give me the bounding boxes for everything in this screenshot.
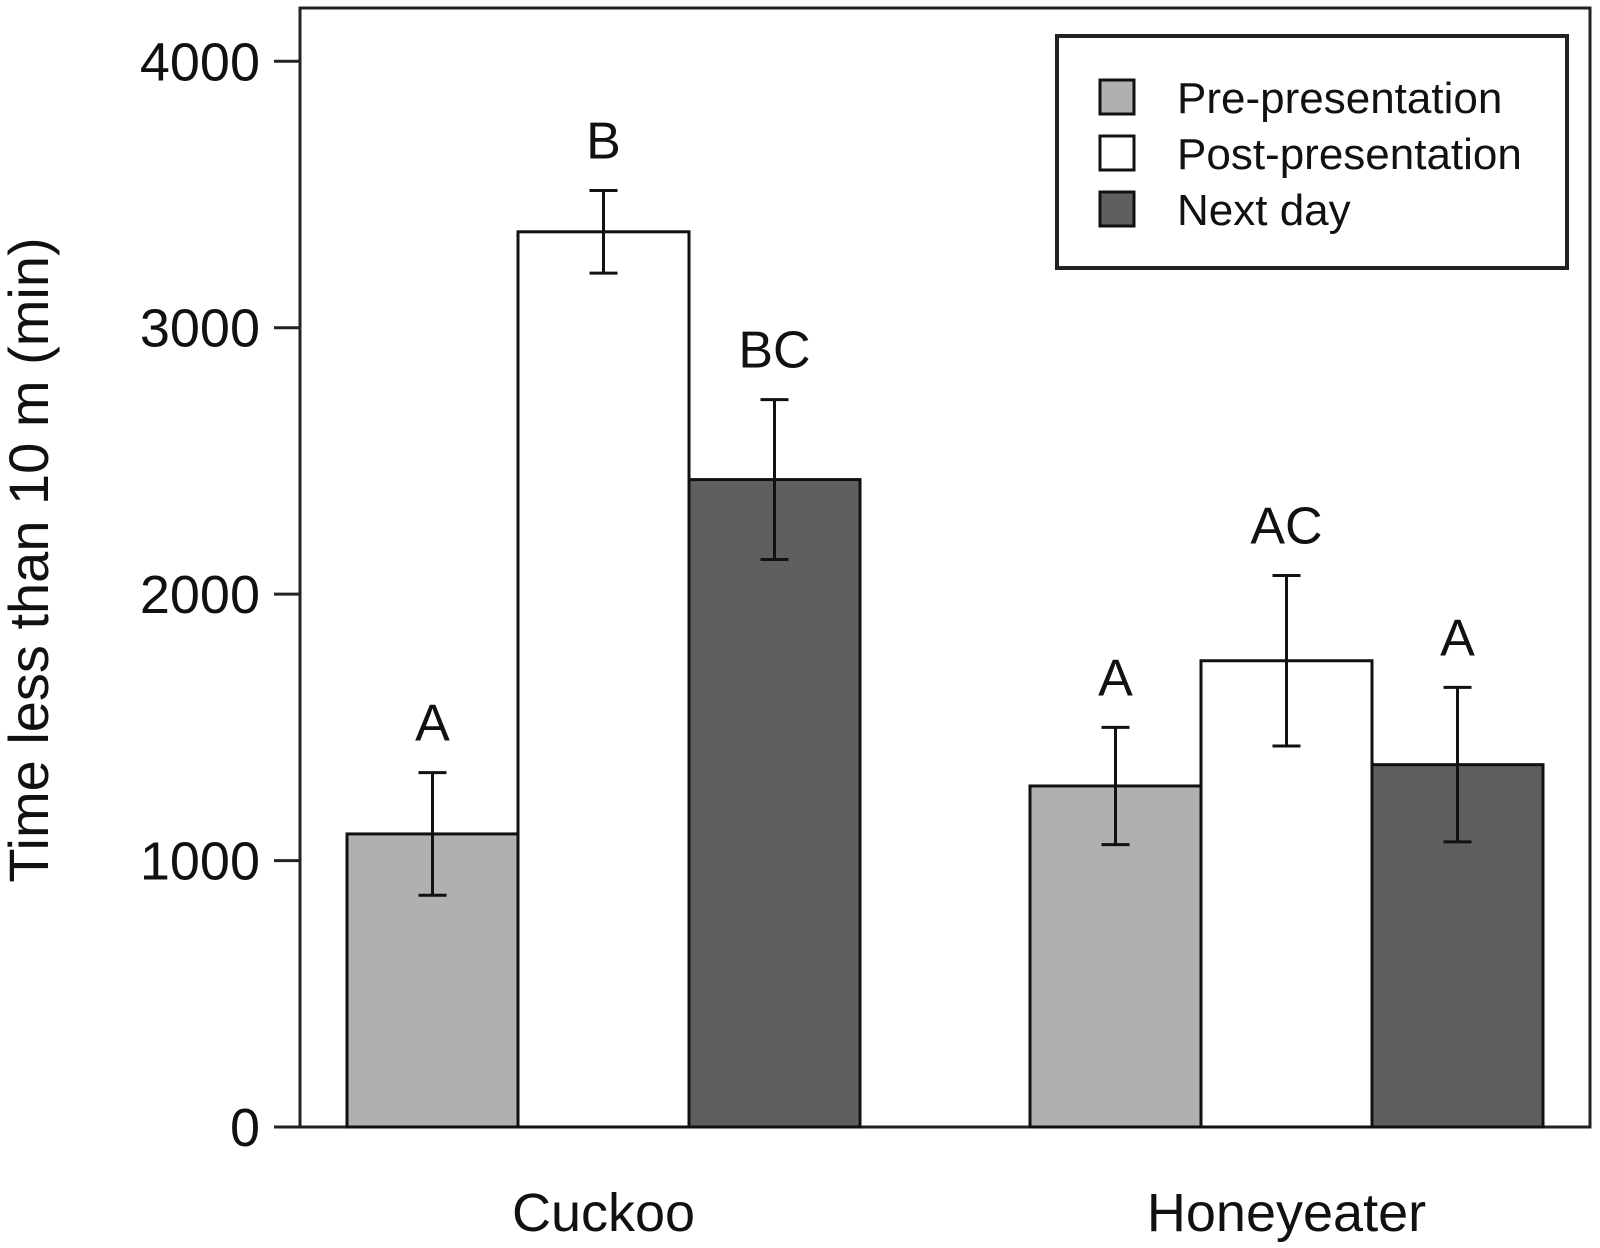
significance-label: A — [1098, 649, 1133, 707]
legend-label: Pre-presentation — [1177, 74, 1502, 123]
significance-label: A — [1440, 609, 1475, 667]
bars — [345, 230, 1545, 1129]
x-axis: Cuckoo Honeyeater — [512, 1183, 1426, 1243]
y-tick-label: 0 — [230, 1098, 260, 1158]
y-tick-label: 3000 — [140, 299, 260, 359]
significance-label: A — [415, 695, 450, 753]
legend-label: Post-presentation — [1177, 130, 1522, 179]
category-label: Honeyeater — [1147, 1183, 1426, 1243]
significance-label: B — [586, 113, 621, 171]
category-label: Cuckoo — [512, 1183, 695, 1243]
y-tick-label: 1000 — [140, 832, 260, 892]
legend-box — [1055, 34, 1569, 270]
bar-cuckoo-pre-presentation — [345, 832, 520, 1129]
bar-cuckoo-next day — [687, 478, 862, 1129]
y-tick-label: 4000 — [140, 32, 260, 92]
y-tick-label: 2000 — [140, 565, 260, 625]
significance-label: BC — [738, 322, 810, 380]
error-bars — [418, 189, 1472, 897]
y-axis-title: Time less than 10 m (min) — [0, 237, 60, 882]
y-axis: 0 1000 2000 3000 4000 — [140, 32, 300, 1158]
legend-swatch — [1098, 134, 1136, 172]
bar-cuckoo-post-presentation — [516, 230, 691, 1129]
significance-labels: A B BC A AC A — [415, 113, 1475, 753]
legend-swatch — [1098, 78, 1136, 116]
legend: Pre-presentation Post-presentation Next da… — [1055, 34, 1569, 270]
legend-label: Next day — [1177, 186, 1351, 235]
legend-swatch — [1098, 190, 1136, 228]
significance-label: AC — [1250, 497, 1322, 555]
